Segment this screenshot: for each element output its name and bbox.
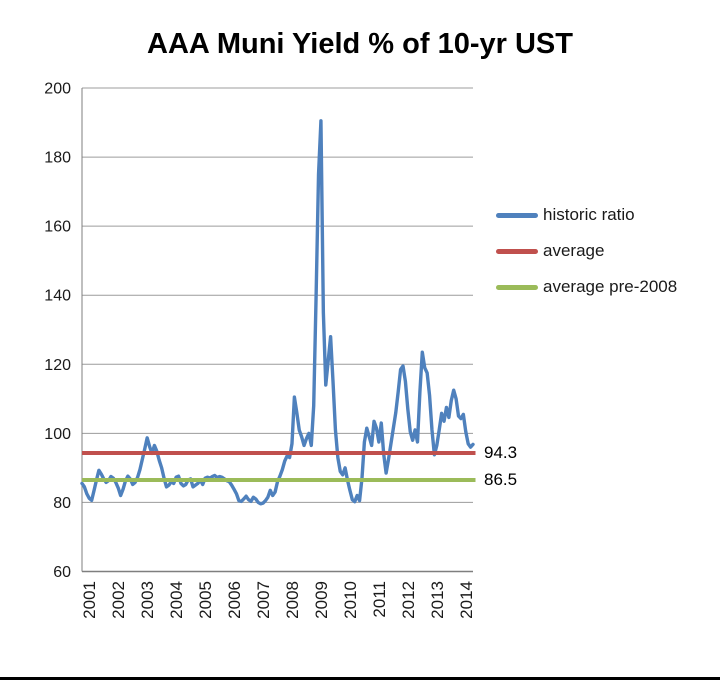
x-tick-label: 2004 [167, 581, 186, 619]
x-tick-label: 2003 [138, 581, 157, 619]
x-tick-label: 2008 [283, 581, 302, 619]
legend-item-historic-ratio: historic ratio [496, 205, 677, 225]
y-tick-label: 160 [44, 219, 71, 236]
average-pre-2008-line-swatch [496, 284, 538, 290]
legend-item-average-pre-2008: average pre-2008 [496, 277, 677, 297]
legend-item-average: average [496, 241, 677, 261]
chart-title: AAA Muni Yield % of 10-yr UST [147, 28, 573, 60]
x-tick-label: 2012 [399, 581, 418, 619]
chart-legend: historic ratio average average pre-2008 [496, 205, 677, 313]
x-tick-label: 2005 [196, 581, 215, 619]
x-tick-label: 2013 [428, 581, 447, 619]
y-tick-label: 140 [44, 288, 71, 305]
average-line-swatch [496, 248, 538, 254]
footer-rule [0, 677, 720, 680]
y-tick-label: 200 [44, 81, 71, 98]
y-tick-label: 80 [53, 495, 71, 512]
x-tick-label: 2010 [341, 581, 360, 619]
legend-label: average [543, 241, 605, 260]
x-tick-label: 2009 [312, 581, 331, 619]
legend-label: average pre-2008 [543, 277, 678, 296]
y-tick-label: 60 [53, 564, 71, 581]
x-tick-label: 2002 [109, 581, 128, 619]
historic-ratio-series [80, 119, 475, 506]
x-tick-label: 2011 [370, 581, 389, 618]
pre-2008-average-value-label: 86.5 [484, 469, 518, 489]
x-tick-label: 2007 [254, 581, 273, 619]
average-value-label: 94.3 [484, 443, 518, 463]
historic-ratio-line-swatch [496, 212, 538, 218]
x-tick-label: 2001 [80, 581, 99, 619]
x-tick-label: 2014 [457, 581, 476, 619]
x-tick-label: 2006 [225, 581, 244, 619]
y-tick-label: 120 [44, 357, 71, 374]
y-tick-label: 180 [44, 150, 71, 167]
y-tick-label: 100 [44, 426, 71, 443]
legend-label: historic ratio [543, 205, 635, 224]
